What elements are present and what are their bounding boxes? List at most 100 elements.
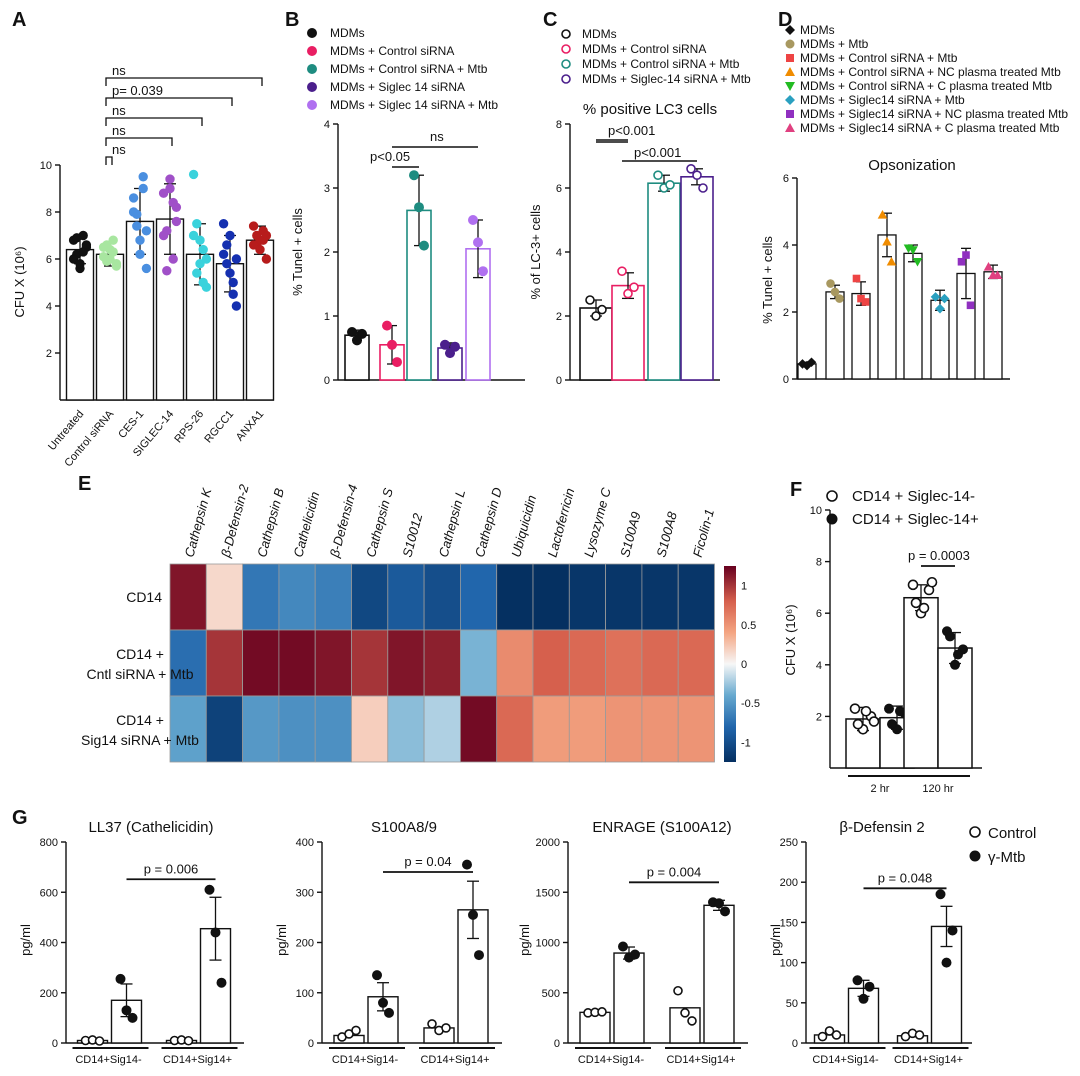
significance-label: p = 0.048 <box>878 870 933 885</box>
data-point <box>225 268 235 278</box>
legend-marker <box>307 82 317 92</box>
chart-title: S100A8/9 <box>371 819 437 836</box>
data-point <box>127 1012 138 1023</box>
heatmap-cell <box>351 695 389 763</box>
y-tick-label: 200 <box>40 988 58 1000</box>
significance-bracket <box>105 97 233 106</box>
data-point <box>939 293 950 304</box>
significance-bracket <box>105 77 263 86</box>
data-point <box>440 339 450 350</box>
data-point <box>930 292 941 302</box>
legend-label: MDMs + Control siRNA <box>582 42 706 56</box>
x-tick-label: CD14+Sig14- <box>578 1054 645 1066</box>
chart-title: % positive LC3 cells <box>583 101 717 118</box>
data-point <box>687 1016 697 1026</box>
y-tick-label: 300 <box>296 887 314 899</box>
column-label: Ubiquicidin <box>508 493 539 558</box>
heatmap-cell <box>568 563 606 631</box>
row-label: CD14 + <box>116 712 164 728</box>
data-point <box>165 183 175 194</box>
data-point <box>860 705 872 717</box>
row-label: Sig14 siRNA + Mtb <box>81 732 199 748</box>
bar <box>613 952 645 1044</box>
column-label: Cathepsin L <box>436 488 468 559</box>
data-point <box>591 311 601 321</box>
y-tick-label: 0 <box>783 374 789 386</box>
data-point <box>692 170 702 180</box>
y-tick-label: 0 <box>308 1038 314 1050</box>
data-point <box>168 254 178 264</box>
legend-marker <box>561 74 571 84</box>
data-point <box>918 602 930 614</box>
panel-label-g: G <box>12 807 28 829</box>
data-point <box>201 254 212 264</box>
data-point <box>617 266 627 277</box>
y-tick-label: 500 <box>542 988 560 1000</box>
data-point <box>168 197 178 208</box>
data-point <box>797 359 808 369</box>
y-tick-label: 2 <box>556 311 562 323</box>
legend-label: MDMs + Siglec14 siRNA + Mtb <box>800 93 965 107</box>
panel-label-e: E <box>78 473 91 495</box>
data-point <box>861 298 870 306</box>
column-label: Cathepsin B <box>254 486 287 559</box>
data-point <box>192 268 202 278</box>
data-point <box>849 703 861 714</box>
y-tick-label: 0 <box>554 1038 560 1050</box>
data-point <box>992 270 1003 279</box>
data-point <box>473 237 483 248</box>
heatmap-cell <box>387 563 425 631</box>
data-point <box>895 706 905 717</box>
data-point <box>802 360 812 371</box>
column-label: β-Defensin-2 <box>218 482 252 560</box>
bar <box>95 253 125 401</box>
heatmap-cell <box>641 695 679 763</box>
x-tick-label: CD14+Sig14- <box>332 1054 399 1066</box>
data-point <box>983 261 994 271</box>
data-point <box>935 303 945 314</box>
x-tick-label: RGCC1 <box>202 408 236 445</box>
legend-label: CD14 + Siglec-14+ <box>852 511 979 528</box>
heatmap-cell <box>423 563 461 631</box>
data-point <box>231 254 242 264</box>
y-tick-label: 2 <box>324 247 330 259</box>
data-point <box>441 1023 451 1033</box>
legend-marker <box>561 59 571 69</box>
x-tick-label: CD14+Sig14+ <box>666 1054 735 1066</box>
x-tick-label: ANXA1 <box>234 408 266 443</box>
data-point <box>926 576 938 588</box>
y-tick-label: 150 <box>780 917 798 929</box>
column-label: Lactoferricin <box>545 486 578 558</box>
colorbar-tick-label: 0 <box>741 659 747 671</box>
significance-label: p<0.001 <box>608 123 655 138</box>
legend-marker <box>785 82 795 91</box>
y-tick-label: 1000 <box>536 938 560 950</box>
heatmap-cell <box>605 629 643 697</box>
panel-label-d: D <box>778 9 792 31</box>
data-point <box>826 279 835 288</box>
legend-marker <box>786 110 794 118</box>
heatmap-cell <box>641 629 679 697</box>
data-point <box>409 170 419 181</box>
data-point <box>141 226 152 236</box>
data-point <box>231 301 242 311</box>
heatmap-cell <box>532 629 570 697</box>
heatmap-cell <box>605 563 643 631</box>
bar <box>903 596 939 769</box>
x-tick-label: 120 hr <box>922 783 954 795</box>
y-tick-label: 200 <box>780 877 798 889</box>
data-point <box>858 993 869 1004</box>
significance-label: ns <box>112 123 126 138</box>
legend-marker <box>785 67 795 76</box>
data-point <box>121 1005 132 1016</box>
x-tick-label: CD14+Sig14- <box>812 1054 879 1066</box>
y-tick-label: 800 <box>40 837 58 849</box>
legend-label: MDMs + Control siRNA + NC plasma treated… <box>800 65 1061 79</box>
heatmap-cell <box>568 695 606 763</box>
column-label: β-Defensin-4 <box>327 483 361 560</box>
data-point <box>857 294 865 303</box>
y-tick-label: 10 <box>810 505 822 517</box>
legend-label: MDMs + Mtb <box>800 37 869 51</box>
bar <box>647 182 681 381</box>
